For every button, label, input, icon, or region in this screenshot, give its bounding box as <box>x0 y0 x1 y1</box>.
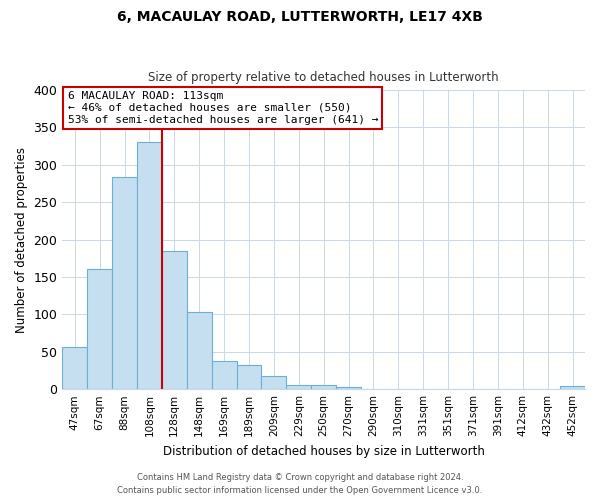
Bar <box>112 176 137 389</box>
Bar <box>87 270 112 389</box>
Bar <box>262 376 286 389</box>
Bar <box>187 312 212 389</box>
Bar <box>62 346 87 389</box>
Text: 6, MACAULAY ROAD, LUTTERWORTH, LE17 4XB: 6, MACAULAY ROAD, LUTTERWORTH, LE17 4XB <box>117 10 483 24</box>
X-axis label: Distribution of detached houses by size in Lutterworth: Distribution of detached houses by size … <box>163 444 485 458</box>
Bar <box>560 386 585 389</box>
Text: Contains HM Land Registry data © Crown copyright and database right 2024.
Contai: Contains HM Land Registry data © Crown c… <box>118 474 482 495</box>
Bar <box>311 386 336 389</box>
Y-axis label: Number of detached properties: Number of detached properties <box>15 146 28 332</box>
Bar <box>212 362 236 389</box>
Bar <box>162 250 187 389</box>
Bar <box>137 142 162 389</box>
Bar <box>236 365 262 389</box>
Bar <box>286 384 311 389</box>
Bar <box>336 387 361 389</box>
Title: Size of property relative to detached houses in Lutterworth: Size of property relative to detached ho… <box>148 72 499 85</box>
Text: 6 MACAULAY ROAD: 113sqm
← 46% of detached houses are smaller (550)
53% of semi-d: 6 MACAULAY ROAD: 113sqm ← 46% of detache… <box>68 92 378 124</box>
